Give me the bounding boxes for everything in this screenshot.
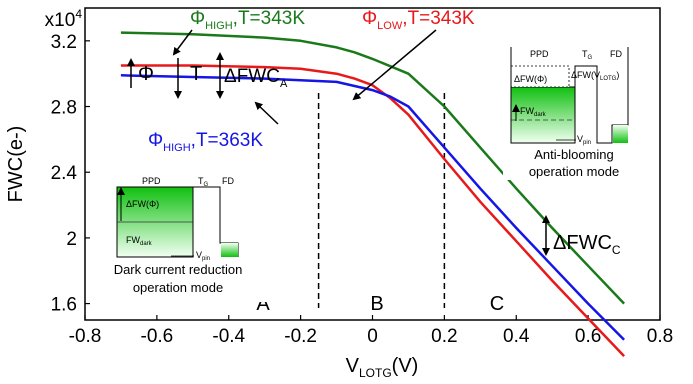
t-label: T <box>190 63 202 85</box>
pointer-arrow-red <box>352 29 437 101</box>
y-tick-label: 3.2 <box>51 32 77 53</box>
inset-dark-caption-1: Dark current reduction <box>114 262 243 277</box>
x-tick-label: -0.2 <box>284 326 317 347</box>
x-tick-label: -0.4 <box>212 326 245 347</box>
inset-anti-tg: TG <box>582 49 593 61</box>
inset-dark-current: PPD TG FD ΔFW(Φ) FWdark Vpin Dark curren… <box>96 172 270 302</box>
y-tick-label: 2 <box>66 229 77 250</box>
x-tick-label: 0.4 <box>503 326 530 347</box>
x-tick-label: 0.6 <box>575 326 601 347</box>
inset-dark-dfw: ΔFW(Φ) <box>126 199 159 209</box>
inset-dark-fw: FWdark <box>126 235 153 247</box>
inset-dark-ppd: PPD <box>142 176 161 186</box>
series-line-2 <box>120 74 625 341</box>
x-axis-label: VLOTG(V) <box>346 355 419 380</box>
y-tick-label: 2.8 <box>51 98 77 119</box>
y-axis-label: FWC(e-) <box>5 126 27 203</box>
y-multiplier: x104 <box>45 7 83 31</box>
inset-dark-tg: TG <box>198 176 209 188</box>
region-label-c: C <box>490 293 504 315</box>
region-label-b: B <box>370 293 383 315</box>
inset-anti-vpin: Vpin <box>577 134 591 146</box>
inset-dark-fd-fill <box>221 243 238 257</box>
inset-anti-fd-fill <box>613 125 628 143</box>
y-tick-label: 2.4 <box>51 163 78 184</box>
phi-label: Φ <box>138 63 154 85</box>
x-tick-label: 0 <box>367 326 378 347</box>
inset-anti-caption-2: operation mode <box>529 164 619 179</box>
pointer-arrow-green <box>172 29 193 56</box>
x-tick-label: -0.8 <box>69 326 102 347</box>
y-tick-label: 1.6 <box>51 295 77 316</box>
inset-anti-fw: FWdark <box>520 106 547 118</box>
inset-dark-caption-2: operation mode <box>133 280 223 295</box>
inset-anti-dfw-box <box>510 65 570 88</box>
series-label-red: ΦLOW,T=343K <box>362 8 475 32</box>
dfwc-a-label: ΔFWCA <box>224 66 288 90</box>
inset-anti-caption-1: Anti-blooming <box>534 147 614 162</box>
inset-anti-fd: FD <box>610 49 622 59</box>
inset-anti-ppd-well <box>510 86 576 144</box>
series-label-blue: ΦHIGH,T=363K <box>148 130 263 154</box>
inset-anti-ppd: PPD <box>530 49 549 59</box>
series-line-1 <box>120 64 626 357</box>
inset-dark-vpin: Vpin <box>196 250 210 262</box>
inset-anti-blooming: PPD TG FD ΔFW(Φ) ΔFW(VLOTG) FWdark Vpin … <box>503 38 653 180</box>
region-dividers <box>317 93 446 308</box>
pointer-arrow-blue <box>254 101 279 125</box>
x-tick-label: 0.2 <box>431 326 457 347</box>
inset-dark-fd: FD <box>222 176 234 186</box>
dfwc-c-label: ΔFWCC <box>553 232 621 257</box>
x-tick-label: -0.6 <box>141 326 174 347</box>
inset-anti-dfw-lotg: ΔFW(VLOTG) <box>571 70 619 82</box>
inset-anti-dfw: ΔFW(Φ) <box>514 74 547 84</box>
axis-ticks: -0.8 -0.6 -0.4 -0.2 0 0.2 0.4 0.6 0.8 1.6 2 2.4 2.8 3… <box>51 32 674 347</box>
x-tick-label: 0.8 <box>647 326 673 347</box>
series-label-green: ΦHIGH,T=343K <box>190 8 305 32</box>
